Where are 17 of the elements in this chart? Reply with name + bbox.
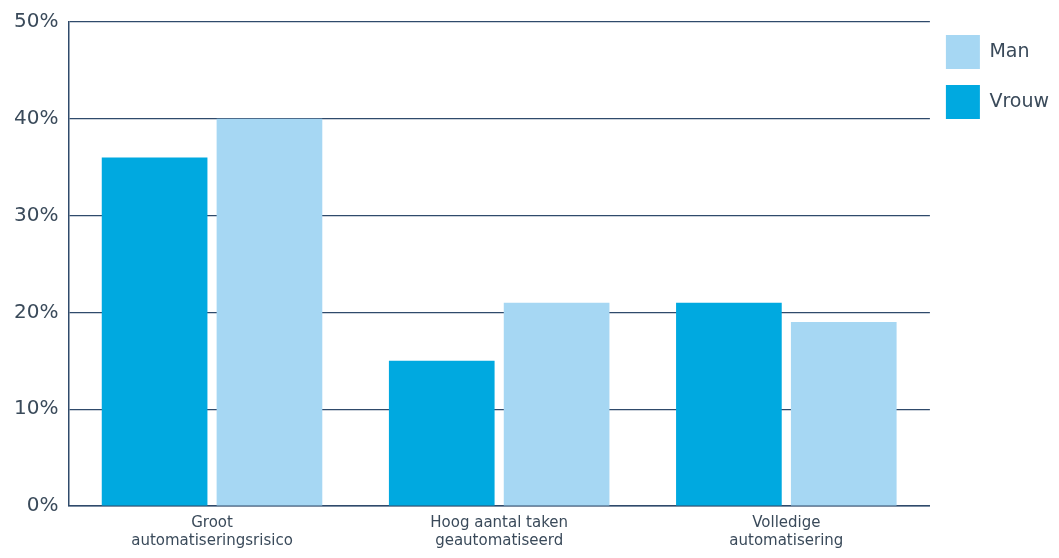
x-tick-label: Volledige automatisering [729,512,844,549]
y-tick-label: 30% [14,201,59,226]
legend-label: Man [989,38,1030,61]
bar [101,157,208,506]
x-tick-label: Groot automatiseringsrisico [131,512,293,549]
y-tick-label: 10% [14,395,59,420]
y-tick-label: 20% [14,298,59,323]
y-tick-label: 40% [14,105,59,129]
legend-label: Vrouw [989,88,1050,111]
x-tick-label: Hoog aantal taken geautomatiseerd [430,512,569,549]
bar [216,118,323,506]
bar [388,360,495,506]
bar [503,302,610,506]
bar [790,322,897,506]
y-tick-label: 50% [14,8,59,33]
y-tick-label: 0% [26,492,59,517]
bar [676,302,782,506]
